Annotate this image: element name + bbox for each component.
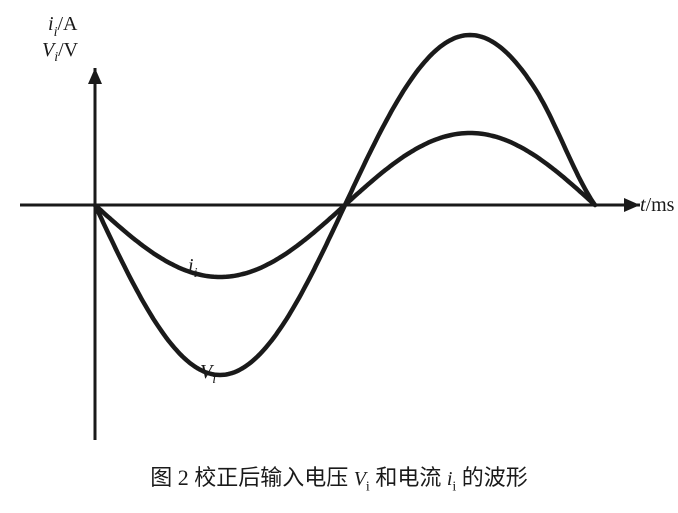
waveform-chart: ii/AVi/Vt/msViii <box>0 0 678 460</box>
caption-v-var: V <box>354 468 366 490</box>
caption-prefix: 图 2 校正后输入电压 <box>150 465 354 490</box>
caption-suffix: 的波形 <box>456 465 528 490</box>
svg-text:t/ms: t/ms <box>640 194 675 216</box>
figure-caption: 图 2 校正后输入电压 Vi 和电流 ii 的波形 <box>0 460 678 495</box>
caption-mid: 和电流 <box>370 465 447 490</box>
chart-container: ii/AVi/Vt/msViii 图 2 校正后输入电压 Vi 和电流 ii 的… <box>0 0 678 513</box>
